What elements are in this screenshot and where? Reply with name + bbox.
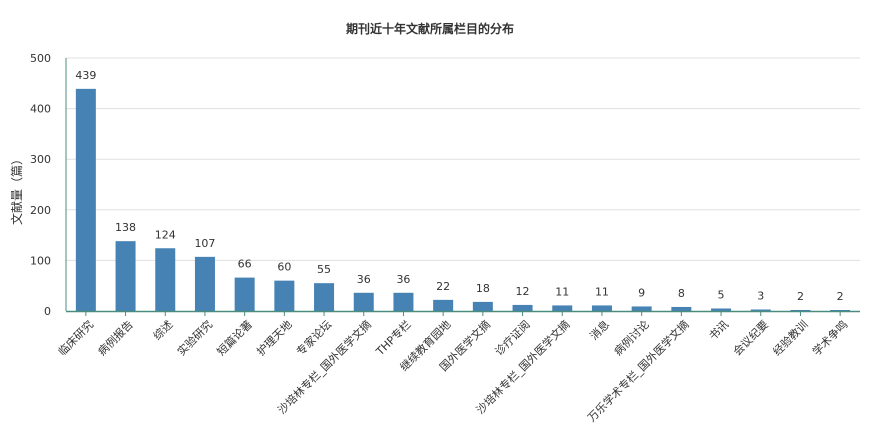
bar[interactable] <box>591 305 612 311</box>
x-tick-label: 实验研究 <box>174 317 215 358</box>
x-tick-label: 会议纪要 <box>731 318 771 358</box>
data-label: 11 <box>555 285 569 298</box>
bar[interactable] <box>75 88 96 311</box>
x-tick-label: 病例报告 <box>95 317 136 358</box>
y-tick-label: 200 <box>30 204 51 217</box>
bar[interactable] <box>711 308 732 311</box>
bar[interactable] <box>314 283 335 311</box>
bar[interactable] <box>433 299 454 311</box>
bar[interactable] <box>234 277 255 311</box>
bar[interactable] <box>194 256 215 311</box>
y-tick-label: 400 <box>30 103 51 116</box>
data-label: 2 <box>837 290 844 303</box>
data-label: 60 <box>277 261 291 274</box>
bar[interactable] <box>671 306 692 311</box>
data-label: 138 <box>115 221 136 234</box>
data-label: 36 <box>396 273 410 286</box>
data-label: 2 <box>797 290 804 303</box>
bar[interactable] <box>353 292 374 311</box>
data-label: 18 <box>476 282 490 295</box>
data-label: 3 <box>757 289 764 302</box>
data-label: 124 <box>155 228 176 241</box>
y-axis-label: 文献量（篇） <box>9 153 24 225</box>
bar[interactable] <box>552 305 573 311</box>
data-label: 107 <box>194 237 215 250</box>
x-tick-label: 短篇论著 <box>214 317 255 358</box>
bar[interactable] <box>790 309 811 311</box>
bar[interactable] <box>830 309 851 311</box>
data-label: 66 <box>238 258 252 271</box>
bar[interactable] <box>512 304 533 311</box>
bar[interactable] <box>155 248 176 311</box>
gridlines <box>66 57 860 261</box>
data-label: 11 <box>595 285 609 298</box>
data-label: 55 <box>317 263 331 276</box>
bar[interactable] <box>631 306 652 311</box>
x-tick-label: 专家论坛 <box>293 317 334 358</box>
bar[interactable] <box>115 241 136 311</box>
y-tick-label: 0 <box>44 305 51 318</box>
bars <box>75 88 851 311</box>
x-tick-label: 病例讨论 <box>611 317 652 358</box>
x-tick-label: 学术争鸣 <box>809 317 850 358</box>
data-label: 36 <box>357 273 371 286</box>
x-tick-label: 护理天地 <box>254 317 295 358</box>
data-label: 5 <box>718 288 725 301</box>
x-tick-label: 书讯 <box>707 318 732 343</box>
data-label: 12 <box>516 285 530 298</box>
y-tick-label: 300 <box>30 153 51 166</box>
x-tick-label: THP专栏 <box>372 317 413 358</box>
x-tick-label: 临床研究 <box>55 317 96 358</box>
chart-title: 期刊近十年文献所属栏目的分布 <box>346 21 514 36</box>
bar[interactable] <box>472 301 493 311</box>
bar[interactable] <box>274 280 295 311</box>
data-label: 9 <box>638 286 645 299</box>
x-tick-label: 消息 <box>587 317 612 342</box>
data-label: 22 <box>436 280 450 293</box>
x-tick-label: 诊疗证阅 <box>492 317 533 358</box>
data-label: 8 <box>678 287 685 300</box>
bar[interactable] <box>393 292 414 311</box>
x-tick-label: 经验教训 <box>770 317 811 358</box>
y-tick-label: 500 <box>30 52 51 65</box>
y-tick-label: 100 <box>30 254 51 267</box>
bar[interactable] <box>750 309 771 311</box>
x-tick-label: 综述 <box>150 317 175 342</box>
data-label: 439 <box>75 69 96 82</box>
